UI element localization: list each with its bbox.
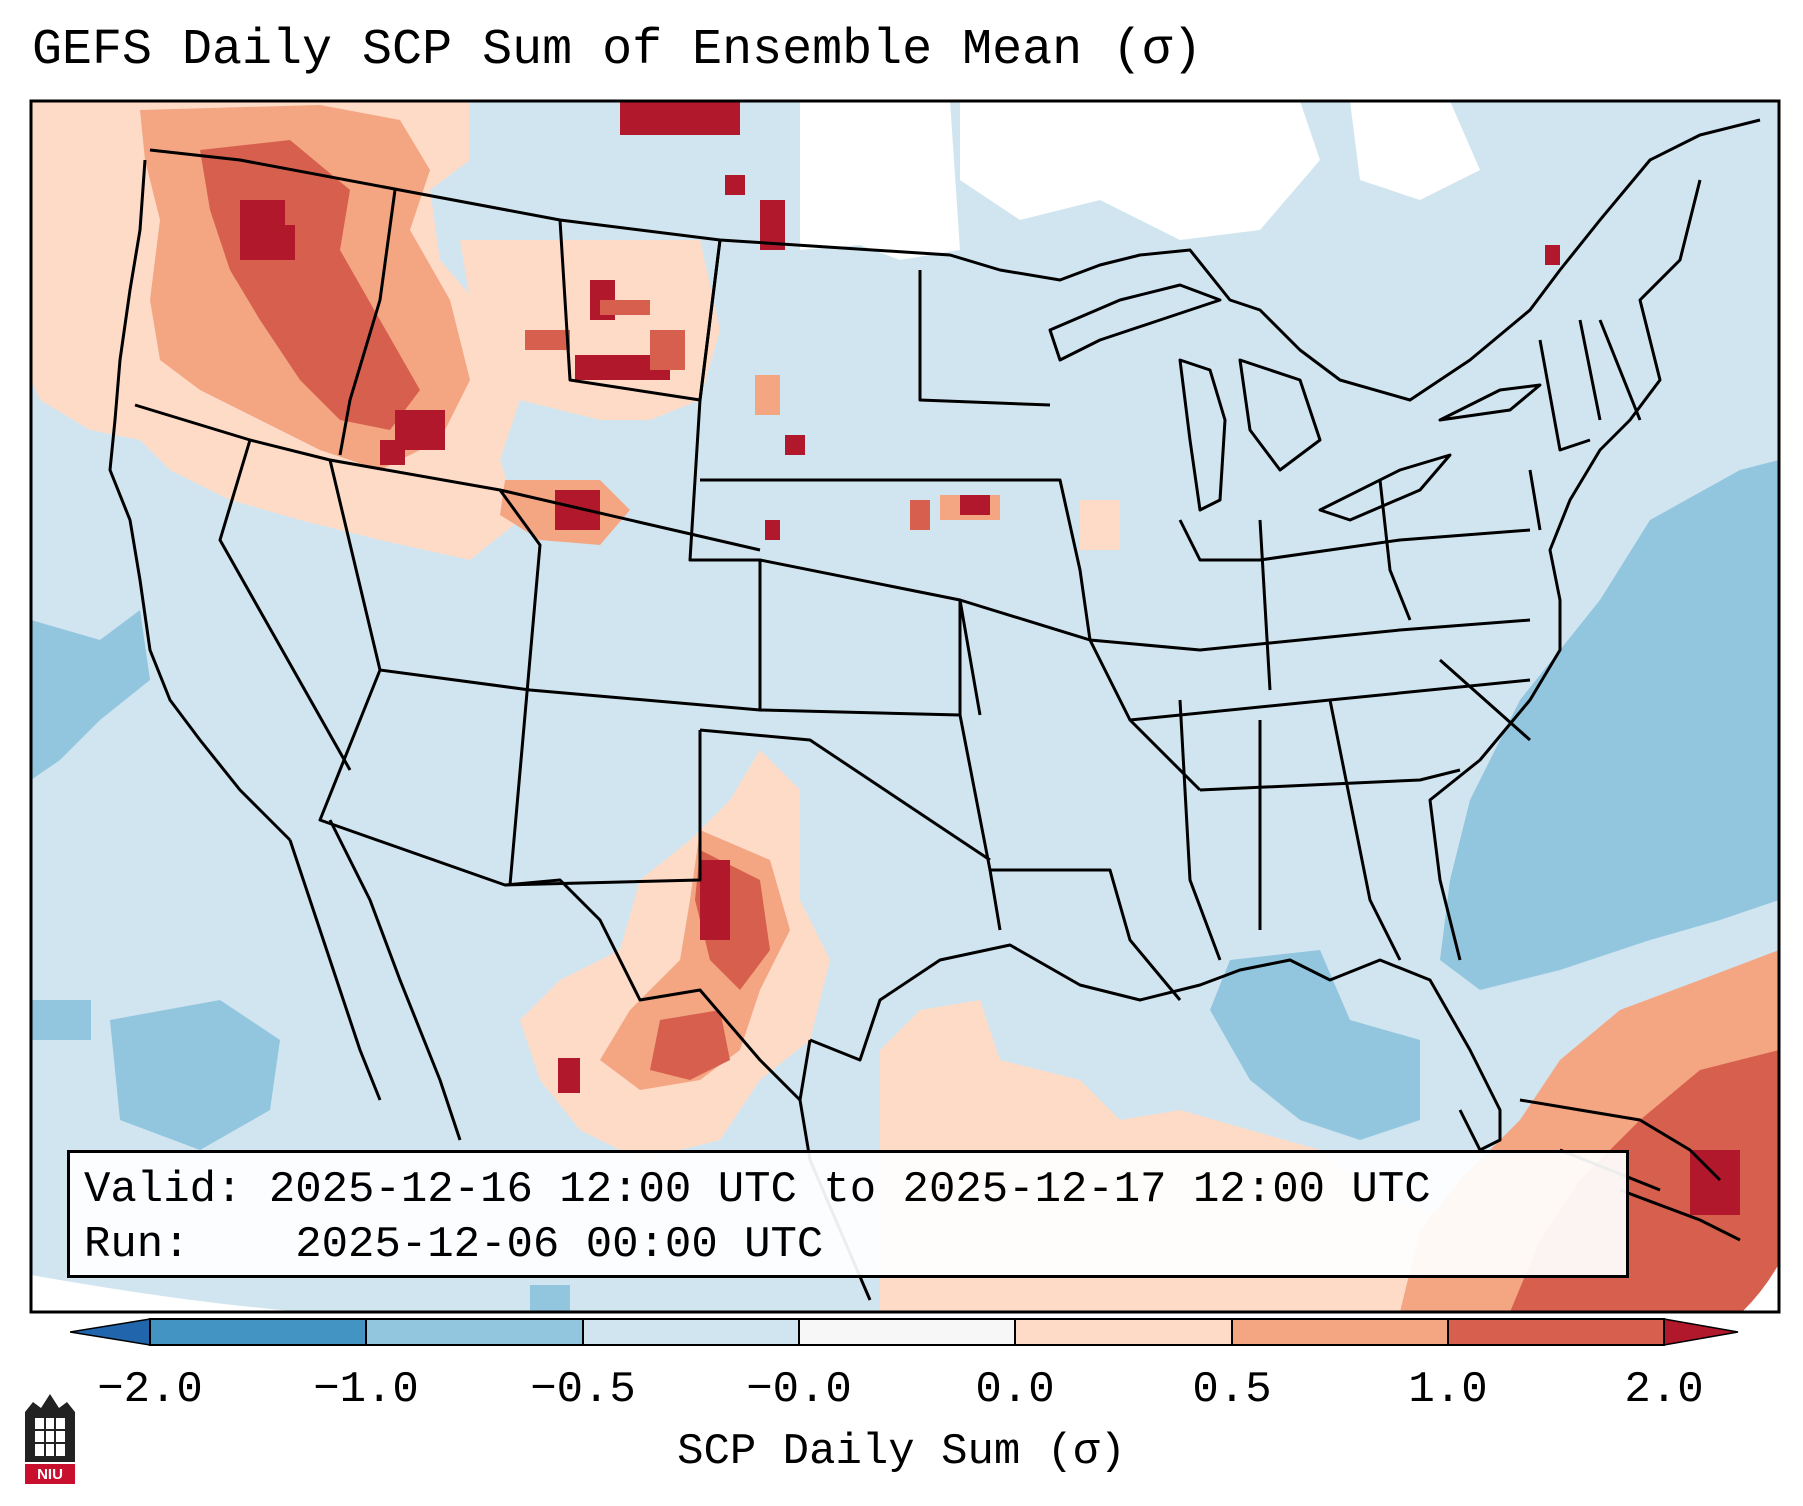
anomaly-cell [765, 520, 780, 540]
anomaly-cell [270, 225, 295, 260]
colorbar-seg-neg2 [150, 1319, 366, 1345]
colorbar-tick-label: 1.0 [1408, 1365, 1488, 1415]
anomaly-cell [525, 330, 570, 350]
anomaly-cell [600, 300, 650, 315]
nodata-canada [1350, 101, 1480, 200]
niu-logo-icon: NIU [25, 1394, 75, 1484]
anomaly-cell [700, 860, 730, 940]
valid-run-infobox: Valid: 2025-12-16 12:00 UTC to 2025-12-1… [67, 1150, 1629, 1278]
map-frame [29, 99, 1781, 1314]
anomaly-atlantic [1440, 460, 1779, 990]
anomaly-cell [620, 101, 740, 135]
anomaly-cell [530, 1285, 570, 1312]
anomaly-cell [1080, 500, 1120, 550]
anomaly-cell [1690, 1150, 1740, 1215]
run-value: 2025-12-06 00:00 UTC [295, 1220, 824, 1270]
anomaly-pacific [31, 610, 150, 780]
colorbar-under [70, 1318, 151, 1346]
state-boundaries [108, 118, 1761, 1301]
valid-label: Valid: [84, 1165, 243, 1215]
colorbar-tick-label: −0.5 [530, 1365, 636, 1415]
colorbar-tick-label: 2.0 [1624, 1365, 1704, 1415]
map-offgrid [31, 1275, 304, 1312]
anomaly-cell [910, 500, 930, 530]
colorbar-tick-label: 0.0 [975, 1365, 1055, 1415]
colorbar-seg-neg05 [583, 1319, 799, 1345]
anomaly-cell [1545, 245, 1560, 265]
anomaly-cell [960, 495, 990, 515]
colorbar-seg-pos1 [1448, 1319, 1664, 1345]
anomaly-gulf-blue [1210, 950, 1420, 1140]
anomaly-cell [380, 440, 405, 465]
colorbar-tick-label: −1.0 [313, 1365, 419, 1415]
run-label: Run: [84, 1220, 190, 1270]
nodata-canada [960, 101, 1320, 240]
anomaly-pacific [110, 1000, 280, 1150]
colorbar-over [1663, 1318, 1739, 1346]
colorbar-tick-label: −2.0 [97, 1365, 203, 1415]
nodata-canada [800, 101, 960, 260]
colorbar-seg-pos0 [1015, 1319, 1232, 1345]
colorbar-tick-label: −0.0 [746, 1365, 852, 1415]
valid-value: 2025-12-16 12:00 UTC to 2025-12-17 12:00… [268, 1165, 1431, 1215]
anomaly-cell [785, 435, 805, 455]
map-offgrid [1742, 1263, 1779, 1312]
colorbar-seg-neg1 [366, 1319, 583, 1345]
logo-text: NIU [37, 1466, 63, 1483]
map-panel [29, 99, 1781, 1314]
anomaly-cell [31, 1000, 91, 1040]
anomaly-cell [725, 175, 745, 195]
chart-title: GEFS Daily SCP Sum of Ensemble Mean (σ) [32, 22, 1203, 79]
colorbar-label: SCP Daily Sum (σ) [677, 1427, 1126, 1477]
colorbar-seg-pos05 [1232, 1319, 1448, 1345]
anomaly-cell [558, 1058, 580, 1093]
colorbar-tick-label: 0.5 [1192, 1365, 1272, 1415]
anomaly-cell [650, 330, 685, 370]
colorbar [70, 1318, 1739, 1346]
anomaly-cell [755, 375, 780, 415]
colorbar-seg-zero [799, 1319, 1015, 1345]
anomaly-cell [650, 1010, 730, 1080]
